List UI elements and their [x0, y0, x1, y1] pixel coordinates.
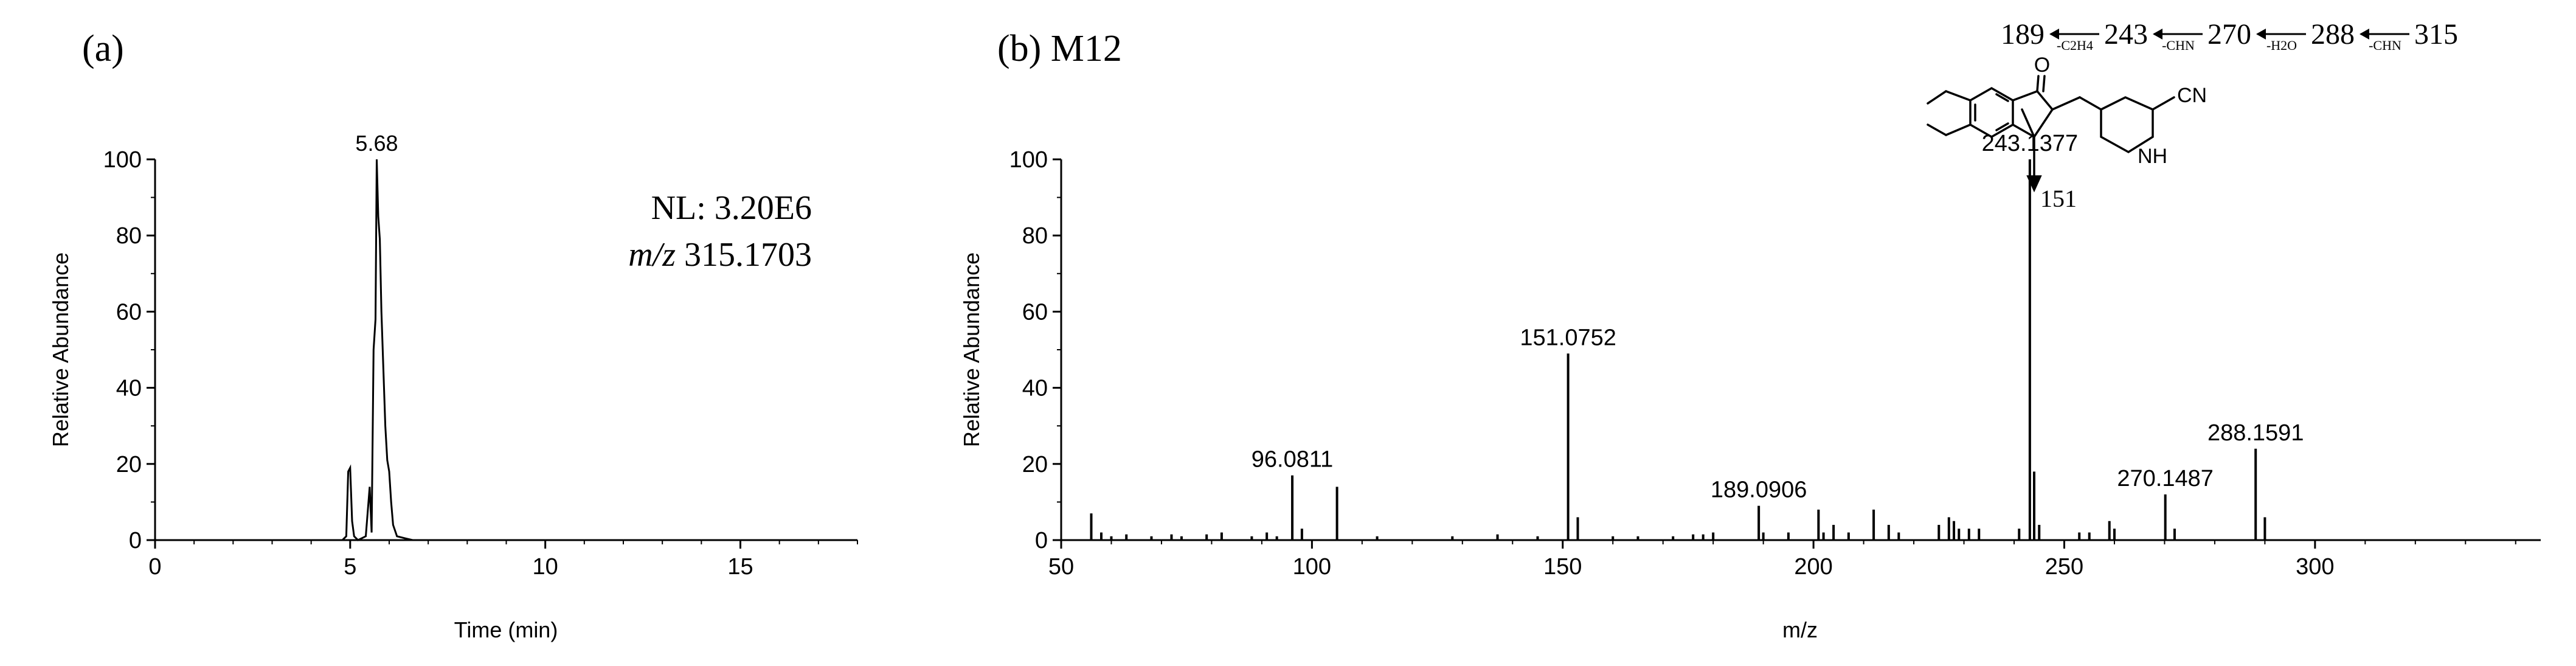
mz-annotation-italic: m/z — [628, 236, 676, 274]
ring-bond — [2012, 123, 2035, 138]
linker-bond — [2079, 96, 2102, 111]
aromatic-bond — [1995, 122, 2009, 131]
peak-mz-label: 96.0811 — [1252, 447, 1334, 473]
panel-a-y-ticks: 0 20 40 60 80 100 — [103, 147, 155, 553]
pathway-arrowhead — [2049, 29, 2059, 40]
peak-label: 5.68 — [355, 131, 398, 156]
x-tick-label: 50 — [1048, 554, 1074, 580]
methoxy-bond — [1945, 123, 1972, 136]
amine-label: NH — [2138, 145, 2167, 168]
y-tick-label: 0 — [129, 528, 142, 553]
piperidine-ring — [2100, 96, 2154, 154]
methoxy-bond — [1945, 90, 1972, 102]
x-tick-label: 15 — [727, 554, 753, 580]
carbonyl-bond — [2036, 75, 2040, 92]
nitrile-bond — [2152, 96, 2175, 111]
y-tick-label: 100 — [103, 147, 142, 173]
y-tick-label: 80 — [116, 223, 142, 249]
fragmentation-pathway: 189 -C2H4 243 -CHN 270 -H2O 288 -CHN 315 — [2001, 18, 2458, 53]
x-tick-label: 5 — [344, 554, 356, 580]
pathway-ion: 243 — [2104, 18, 2148, 50]
peak-mz-label: 270.1487 — [2117, 466, 2214, 491]
benzene-ring — [1969, 86, 2014, 139]
x-tick-label: 250 — [2045, 554, 2083, 580]
pathway-loss-label: -C2H4 — [2057, 38, 2093, 53]
linker-bond — [2051, 96, 2081, 111]
chromatogram-trace — [155, 159, 857, 541]
panel-b-y-ticks: 0 20 40 60 80 100 — [1009, 147, 1061, 553]
methyl-bond — [2021, 108, 2035, 138]
pathway-arrowhead — [2360, 29, 2369, 40]
panel-a-x-ticks: 0 5 10 15 — [148, 540, 858, 580]
x-tick-label: 300 — [2296, 554, 2334, 580]
carbonyl-bond — [2042, 75, 2046, 92]
y-tick-label: 20 — [1022, 452, 1048, 477]
panel-b-x-ticks: 50 100 150 200 250 300 — [1048, 540, 2516, 580]
panel-b-ylabel: Relative Abundance — [959, 252, 984, 447]
cleavage-arrowhead — [2026, 175, 2042, 193]
pathway-ion: 315 — [2414, 18, 2458, 50]
x-tick-label: 10 — [533, 554, 558, 580]
panel-b-label: (b) M12 — [997, 28, 1122, 69]
methoxy-bond — [1927, 123, 1947, 136]
pathway-ion: 189 — [2001, 18, 2045, 50]
x-tick-label: 0 — [148, 554, 161, 580]
methoxy-bond — [1927, 90, 1947, 105]
ring-bond — [2036, 90, 2054, 111]
nl-annotation: NL: 3.20E6 — [651, 189, 812, 227]
x-tick-label: 200 — [1794, 554, 1832, 580]
pathway-ion: 288 — [2311, 18, 2355, 50]
panel-a-xlabel: Time (min) — [454, 617, 558, 642]
pathway-loss-label: -CHN — [2162, 38, 2195, 53]
y-tick-label: 60 — [1022, 299, 1048, 325]
peak-mz-label: 288.1591 — [2207, 420, 2304, 446]
peak-mz-label: 151.0752 — [1520, 325, 1616, 350]
ring-bond — [2012, 90, 2038, 102]
pathway-loss-label: -H2O — [2266, 38, 2297, 53]
y-tick-label: 60 — [116, 299, 142, 325]
pathway-arrowhead — [2153, 29, 2162, 40]
panel-a-label: (a) — [82, 28, 124, 69]
x-tick-label: 100 — [1293, 554, 1331, 580]
carbonyl-oxygen-label: O — [2034, 54, 2050, 77]
spectrum-peak-labels: 96.0811151.0752189.0906243.1377270.14872… — [1252, 131, 2304, 503]
panel-b: (b) M12 50 100 150 200 250 300 0 20 40 60 80 100 9… — [959, 18, 2541, 642]
panel-a-ylabel: Relative Abundance — [48, 252, 73, 447]
y-tick-label: 20 — [116, 452, 142, 477]
y-tick-label: 0 — [1035, 528, 1048, 553]
spectrum-bars — [1090, 159, 2266, 540]
nitrile-label: CN — [2177, 84, 2207, 107]
aromatic-bond — [1995, 93, 2009, 102]
mz-annotation: m/z 315.1703 — [628, 236, 812, 274]
fragment-label: 151 — [2040, 185, 2077, 212]
pathway-ion: 270 — [2207, 18, 2251, 50]
y-tick-label: 40 — [1022, 376, 1048, 401]
pathway-loss-label: -CHN — [2369, 38, 2401, 53]
pathway-arrowhead — [2256, 29, 2266, 40]
peak-mz-label: 189.0906 — [1711, 477, 1807, 503]
chemical-structure — [1927, 75, 2175, 193]
panel-b-xlabel: m/z — [1782, 617, 1818, 642]
mz-annotation-value: 315.1703 — [684, 236, 812, 274]
ring-bond — [2033, 108, 2054, 138]
y-tick-label: 100 — [1009, 147, 1048, 173]
y-tick-label: 80 — [1022, 223, 1048, 249]
x-tick-label: 150 — [1543, 554, 1582, 580]
y-tick-label: 40 — [116, 376, 142, 401]
